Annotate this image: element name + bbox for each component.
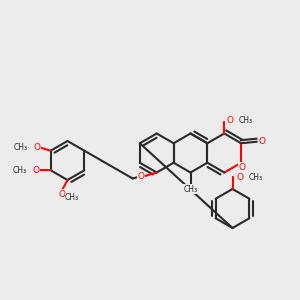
- Text: O: O: [259, 137, 266, 146]
- Text: O: O: [238, 163, 246, 172]
- Text: CH₃: CH₃: [14, 143, 28, 152]
- Text: O: O: [33, 143, 40, 152]
- Text: CH₃: CH₃: [13, 166, 27, 175]
- Text: O: O: [58, 190, 66, 199]
- Text: CH₃: CH₃: [249, 172, 263, 182]
- Text: O: O: [138, 172, 145, 181]
- Text: O: O: [33, 166, 40, 175]
- Text: O: O: [227, 116, 234, 125]
- Text: CH₃: CH₃: [239, 116, 253, 125]
- Text: O: O: [236, 172, 244, 182]
- Text: CH₃: CH₃: [183, 185, 198, 194]
- Text: CH₃: CH₃: [65, 194, 79, 202]
